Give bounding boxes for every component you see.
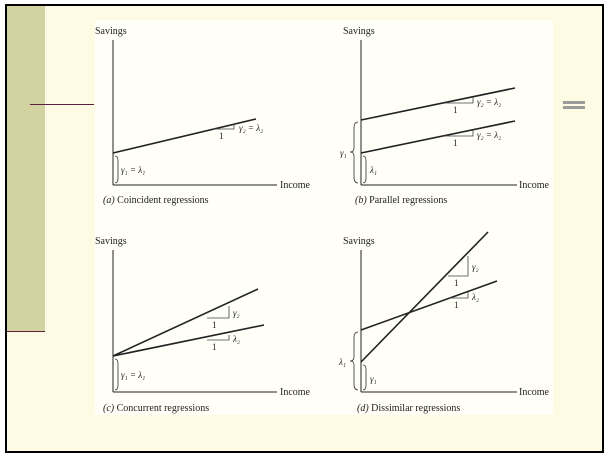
- panel-b-regression-line-top: [360, 87, 516, 121]
- panel-b-slope-triangle-bottom: [445, 130, 474, 137]
- panel-c: Savings Income 1 γ₂ 1 λ₂ γ₁ = λ₁ (c) Con…: [95, 236, 311, 414]
- panel-b-slope-one-top: 1: [453, 105, 458, 115]
- panel-d-slope-label-top: γ₂: [472, 262, 479, 272]
- panel-d-inner-intercept-brace: [362, 364, 367, 391]
- panel-d-slope-one-top: 1: [454, 278, 459, 288]
- panel-c-slope-one-bottom: 1: [212, 342, 217, 352]
- panel-b-outer-intercept-brace: [349, 121, 359, 184]
- panel-c-intercept-brace: [114, 358, 119, 391]
- panel-a-slope-label: γ₂ = λ₂: [239, 123, 263, 133]
- panel-c-regression-line-flat: [112, 324, 265, 357]
- panel-c-x-axis-label: Income: [280, 387, 311, 398]
- panel-a: Savings Income 1 γ₂ = λ₂ γ₁ = λ₁ (a) Coi…: [95, 26, 311, 206]
- panel-a-regression-line: [112, 118, 257, 154]
- panel-a-y-axis-label: Savings: [95, 26, 127, 37]
- panel-b-caption-text: Parallel regressions: [367, 195, 448, 206]
- panel-b-caption-letter: (b): [355, 195, 367, 206]
- panel-c-caption-text: Concurrent regressions: [114, 403, 209, 414]
- panel-d-x-axis-label: Income: [519, 387, 550, 398]
- panel-c-y-axis-label: Savings: [95, 236, 127, 247]
- panel-b-regression-line-bottom: [360, 120, 516, 154]
- panel-a-x-axis-label: Income: [280, 180, 311, 191]
- panel-c-slope-label-bottom: λ₂: [232, 334, 240, 344]
- panel-d-caption: (d) Dissimilar regressions: [357, 403, 460, 414]
- panel-d-slope-triangle-top: [448, 256, 469, 277]
- slide-accent-bar: [7, 6, 45, 331]
- panel-b-y-axis-label: Savings: [343, 26, 375, 37]
- panel-b-x-axis-label: Income: [519, 180, 550, 191]
- panel-d-slope-one-bottom: 1: [454, 300, 459, 310]
- panel-c-slope-one-top: 1: [212, 320, 217, 330]
- panel-b-slope-label-bottom: γ₂ = λ₂: [477, 130, 501, 140]
- panel-d-slope-triangle-bottom: [448, 292, 469, 299]
- panel-d-caption-text: Dissimilar regressions: [369, 403, 461, 414]
- panel-b: Savings Income 1 γ₂ = λ₂ 1 γ₂ = λ₂ γ₁ λ₁…: [340, 26, 550, 206]
- regression-diagram: Savings Income 1 γ₂ = λ₂ γ₁ = λ₁ (a) Coi…: [95, 26, 550, 414]
- panel-b-inner-intercept-brace: [362, 155, 367, 184]
- panel-b-outer-intercept-label: γ₁: [340, 148, 347, 158]
- regression-figure: Savings Income 1 γ₂ = λ₂ γ₁ = λ₁ (a) Coi…: [95, 20, 553, 415]
- panel-c-intercept-label: γ₁ = λ₁: [121, 370, 145, 380]
- panel-a-caption: (a) Coincident regressions: [103, 195, 209, 206]
- panel-a-caption-letter: (a): [103, 195, 115, 206]
- panel-d: Savings Income 1 γ₂ 1 λ₂ λ₁ γ₁ (d) Dissi…: [338, 231, 550, 414]
- panel-d-inner-intercept-label: γ₁: [370, 374, 377, 384]
- panel-c-slope-triangle-top: [207, 306, 230, 319]
- panel-c-caption: (c) Concurrent regressions: [103, 403, 209, 414]
- panel-a-caption-text: Coincident regressions: [115, 195, 209, 206]
- panel-d-caption-letter: (d): [357, 403, 369, 414]
- panel-c-slope-triangle-bottom: [207, 335, 230, 341]
- panel-c-regression-line-steep: [112, 288, 259, 357]
- panel-b-slope-label-top: γ₂ = λ₂: [477, 97, 501, 107]
- panel-c-caption-letter: (c): [103, 403, 115, 414]
- panel-d-slope-label-bottom: λ₂: [471, 292, 479, 302]
- panel-c-slope-label-top: γ₂: [233, 308, 240, 318]
- panel-a-slope-triangle: [213, 124, 235, 130]
- panel-d-regression-line-steep: [360, 231, 489, 363]
- panel-d-y-axis-label: Savings: [343, 236, 375, 247]
- panel-b-slope-triangle-top: [445, 97, 474, 104]
- slide-double-bar-bottom: [563, 106, 585, 109]
- panel-a-intercept-label: γ₁ = λ₁: [121, 165, 145, 175]
- slide-rule-top: [30, 104, 94, 105]
- slide-rule-bottom: [7, 331, 45, 332]
- panel-d-regression-line-flat: [360, 280, 498, 331]
- panel-d-outer-intercept-brace: [349, 331, 359, 391]
- panel-b-slope-one-bottom: 1: [453, 138, 458, 148]
- panel-a-intercept-brace: [114, 155, 119, 184]
- panel-a-slope-one: 1: [219, 131, 224, 141]
- panel-d-outer-intercept-label: λ₁: [338, 357, 346, 367]
- panel-b-caption: (b) Parallel regressions: [355, 195, 447, 206]
- panel-b-inner-intercept-label: λ₁: [369, 165, 377, 175]
- slide-double-bar-top: [563, 101, 585, 104]
